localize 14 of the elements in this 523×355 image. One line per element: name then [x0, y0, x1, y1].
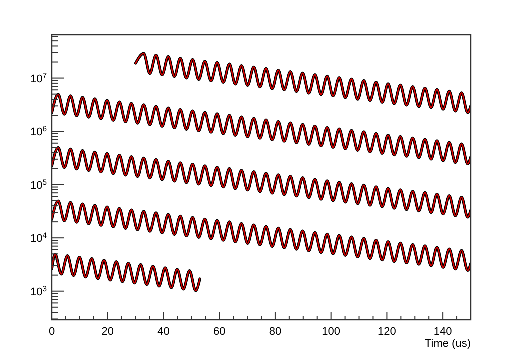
- x-tick-label: 120: [378, 326, 396, 338]
- y-tick-label: 10$^{3}$: [30, 284, 47, 298]
- x-tick-label: 20: [102, 326, 114, 338]
- y-tick-label: 10$^{4}$: [30, 230, 48, 246]
- y-tick-label: 10$^{5}$: [30, 177, 47, 192]
- x-tick-label: 140: [434, 326, 452, 338]
- x-tick-label: 0: [48, 326, 56, 338]
- x-tick-label: 100: [322, 326, 341, 338]
- x-tick-label: 60: [213, 326, 226, 338]
- y-tick-label: 10$^{7}$: [30, 70, 47, 86]
- y-tick-label: 10$^{6}$: [30, 124, 47, 139]
- x-tick-label: 40: [158, 326, 170, 338]
- x-tick-label: 80: [269, 326, 282, 338]
- x-axis-title: Time (us): [424, 338, 471, 350]
